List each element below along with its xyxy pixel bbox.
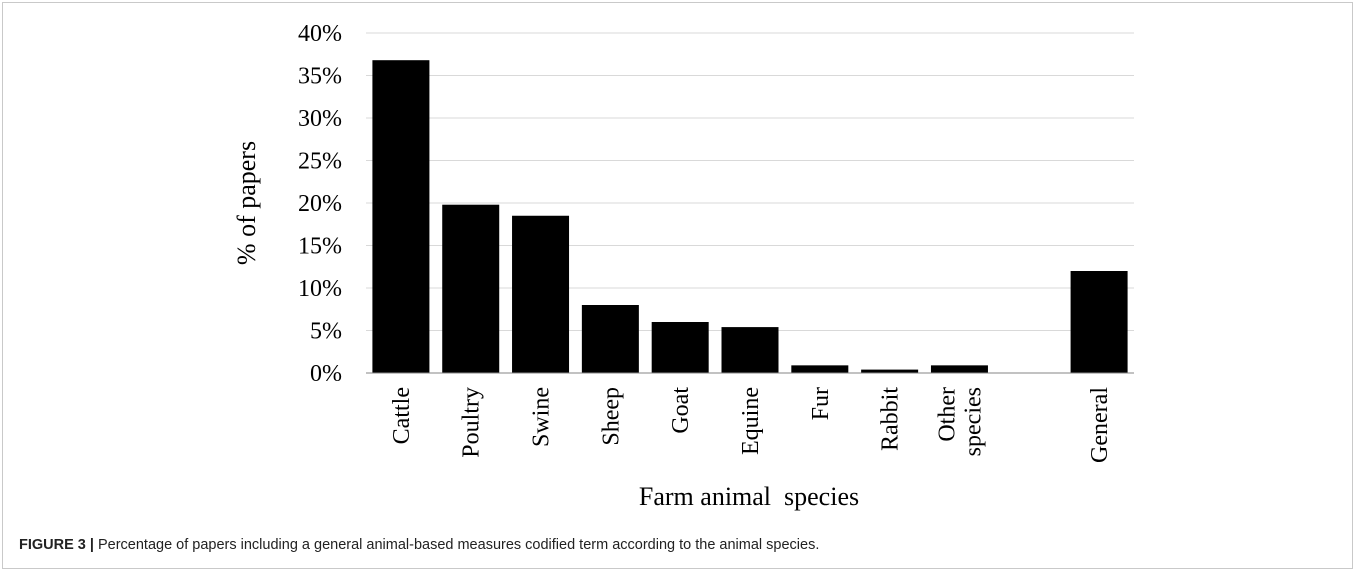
x-tick-label: species — [960, 387, 986, 456]
x-axis-title: Farm animal species — [639, 482, 859, 511]
bars — [372, 60, 1128, 373]
x-tick-label: Goat — [668, 387, 694, 434]
x-tick-label: Rabbit — [878, 387, 904, 451]
y-tick-label: 40% — [298, 21, 342, 47]
x-tick-label: Cattle — [389, 387, 415, 444]
y-tick-label: 25% — [298, 149, 342, 175]
y-tick-label: 0% — [310, 361, 342, 387]
caption-text: Percentage of papers including a general… — [97, 537, 820, 553]
bar — [581, 305, 639, 373]
y-tick-labels: 0% 5% 10% 15% 20% 25% 30% 35% 40% — [298, 21, 342, 387]
x-tick-label: General — [1087, 387, 1113, 463]
x-tick-label: Equine — [738, 387, 764, 455]
bar-chart: 0% 5% 10% 15% 20% 25% 30% 35% 40% Cattle Poultry S… — [232, 21, 1134, 511]
bar — [861, 369, 919, 373]
bar — [512, 215, 570, 373]
y-tick-label: 30% — [298, 106, 342, 132]
bar — [1070, 271, 1128, 373]
x-tick-label: Sheep — [598, 387, 624, 446]
y-tick-label: 35% — [298, 64, 342, 90]
bar — [791, 365, 849, 373]
bar — [930, 365, 988, 373]
bar — [372, 60, 430, 373]
figure-caption: FIGURE 3 | Percentage of papers including… — [19, 537, 1339, 553]
y-axis-title: % of papers — [232, 141, 261, 265]
caption-label: FIGURE 3 | — [19, 537, 94, 553]
bar — [721, 327, 779, 373]
y-tick-label: 10% — [298, 276, 342, 302]
bar — [442, 204, 500, 373]
x-tick-label: Swine — [529, 387, 555, 447]
x-tick-label: Poultry — [459, 387, 485, 458]
y-tick-label: 5% — [310, 319, 342, 345]
x-tick-labels: Cattle Poultry Swine Sheep Goat Equine Fur Rabb… — [389, 387, 1113, 463]
x-tick-label: Fur — [808, 387, 834, 420]
bar — [651, 322, 709, 373]
y-tick-label: 20% — [298, 191, 342, 217]
x-tick-label: Other — [934, 387, 960, 442]
y-tick-label: 15% — [298, 234, 342, 260]
